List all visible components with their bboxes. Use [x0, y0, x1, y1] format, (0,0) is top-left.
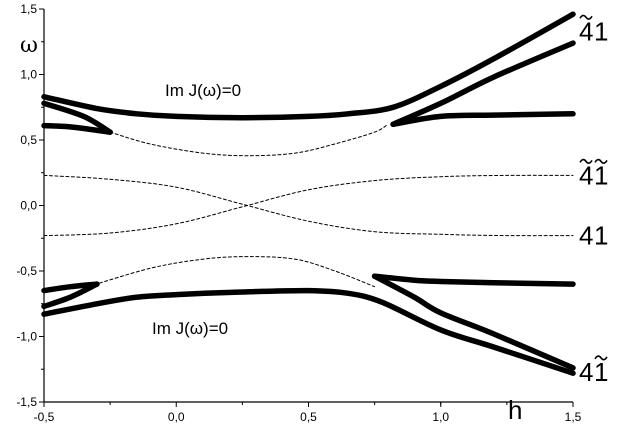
x-tick-label: 1,0: [432, 410, 449, 424]
thick-branch-curve-12: [375, 276, 573, 368]
y-tick-label: 0,0: [20, 199, 37, 213]
ticks-layer: -0,5 0,0 0,5 1,0 1,5 -1,5 -1,0 -0,5 0,0 0,5 1,0 1,5: [16, 2, 581, 424]
dashed-curve-0: [44, 175, 573, 235]
thick-branch-curve-4: [44, 14, 573, 118]
branch-label-first-digit: 4: [579, 221, 593, 251]
branch-label-second-digit: 1: [594, 160, 608, 190]
x-tick-label: 0,0: [168, 410, 185, 424]
y-tick-label: 1,5: [20, 2, 37, 16]
branch-label-second-digit: 1: [594, 16, 608, 46]
x-tick-label: -0,5: [34, 410, 55, 424]
y-tick-label: 0,5: [20, 133, 37, 147]
dashed-curve-3: [84, 257, 375, 288]
annotation-upper: Im J(ω)=0: [165, 81, 241, 100]
y-axis-label: ω: [20, 33, 38, 58]
y-tick-label: -0,5: [16, 264, 37, 278]
branch-label-second-digit: 1: [594, 221, 608, 251]
x-axis-label: h: [508, 395, 522, 425]
branch-labels: 4 14 14 14 1: [579, 15, 608, 386]
y-tick-label: 1,0: [20, 68, 37, 82]
axes-layer: [44, 9, 573, 402]
branch-label-first-digit: 4: [579, 16, 593, 46]
dashed-curve-2: [110, 124, 388, 155]
branch-label-first-digit: 4: [579, 160, 593, 190]
branch-label-first-digit: 4: [579, 357, 593, 387]
thick-branch-curve-13: [375, 276, 573, 284]
y-tick-label: -1,5: [16, 395, 37, 409]
x-tick-label: 1,5: [565, 410, 582, 424]
dashed-curve-1: [44, 175, 573, 235]
series-layer: [44, 14, 573, 373]
annotation-lower: Im J(ω)=0: [152, 319, 228, 338]
x-tick-label: 0,5: [300, 410, 317, 424]
y-tick-label: -1,0: [16, 330, 37, 344]
branch-label-second-digit: 1: [594, 357, 608, 387]
